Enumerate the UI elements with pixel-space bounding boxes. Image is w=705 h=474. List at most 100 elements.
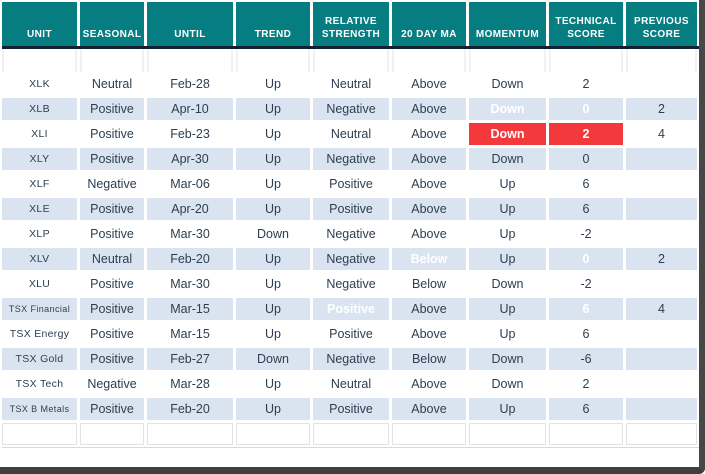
cell-trend[interactable]: Down [236,348,310,370]
column-header-ma20[interactable]: 20 DAY MA [392,2,466,46]
cell-trend[interactable]: Up [236,273,310,295]
cell-unit[interactable]: TSX Tech [2,373,77,395]
cell-momentum[interactable]: Up [469,198,546,220]
cell-seasonal[interactable]: Neutral [80,248,144,270]
cell-until[interactable]: Mar-28 [147,373,233,395]
cell-trend[interactable]: Up [236,248,310,270]
cell-trend[interactable]: Up [236,198,310,220]
column-header-momentum[interactable]: MOMENTUM [469,2,546,46]
cell-until[interactable]: Mar-15 [147,323,233,345]
cell-ma20[interactable]: Above [392,373,466,395]
cell-ma20[interactable]: Above [392,173,466,195]
cell-ma20[interactable]: Above [392,73,466,95]
cell-previous_score[interactable]: 2 [626,248,697,270]
empty-cell[interactable] [626,423,697,445]
cell-ma20[interactable]: Above [392,298,466,320]
cell-seasonal[interactable]: Positive [80,348,144,370]
cell-seasonal[interactable]: Negative [80,373,144,395]
cell-unit[interactable]: XLI [2,123,77,145]
cell-until[interactable]: Feb-28 [147,73,233,95]
cell-previous_score[interactable] [626,73,697,95]
cell-trend[interactable]: Down [236,223,310,245]
empty-cell[interactable] [549,423,623,445]
cell-unit[interactable]: XLV [2,248,77,270]
cell-momentum[interactable]: Down [469,148,546,170]
cell-technical_score[interactable]: 2 [549,123,623,145]
empty-cell[interactable] [236,49,310,72]
empty-cell[interactable] [236,423,310,445]
cell-unit[interactable]: TSX Gold [2,348,77,370]
column-header-until[interactable]: UNTIL [147,2,233,46]
cell-unit[interactable]: TSX B Metals [2,398,77,420]
cell-relative_strength[interactable]: Positive [313,173,389,195]
cell-previous_score[interactable]: 4 [626,298,697,320]
empty-cell[interactable] [2,423,77,445]
cell-relative_strength[interactable]: Negative [313,148,389,170]
cell-seasonal[interactable]: Positive [80,98,144,120]
column-header-trend[interactable]: TREND [236,2,310,46]
cell-until[interactable]: Mar-30 [147,273,233,295]
cell-seasonal[interactable]: Positive [80,398,144,420]
cell-previous_score[interactable] [626,323,697,345]
cell-ma20[interactable]: Above [392,123,466,145]
cell-unit[interactable]: XLU [2,273,77,295]
cell-technical_score[interactable]: 2 [549,73,623,95]
cell-momentum[interactable]: Down [469,373,546,395]
cell-previous_score[interactable]: 4 [626,123,697,145]
cell-technical_score[interactable]: 0 [549,248,623,270]
cell-until[interactable]: Feb-23 [147,123,233,145]
column-header-seasonal[interactable]: SEASONAL [80,2,144,46]
cell-unit[interactable]: XLE [2,198,77,220]
cell-technical_score[interactable]: -2 [549,273,623,295]
empty-cell[interactable] [147,423,233,445]
empty-cell[interactable] [2,49,77,72]
cell-trend[interactable]: Up [236,173,310,195]
cell-trend[interactable]: Up [236,123,310,145]
cell-until[interactable]: Mar-15 [147,298,233,320]
cell-previous_score[interactable] [626,373,697,395]
cell-ma20[interactable]: Above [392,398,466,420]
cell-momentum[interactable]: Up [469,248,546,270]
cell-seasonal[interactable]: Positive [80,198,144,220]
cell-relative_strength[interactable]: Negative [313,223,389,245]
cell-technical_score[interactable]: -2 [549,223,623,245]
cell-seasonal[interactable]: Positive [80,323,144,345]
cell-previous_score[interactable] [626,398,697,420]
cell-technical_score[interactable]: 6 [549,298,623,320]
cell-relative_strength[interactable]: Neutral [313,73,389,95]
cell-relative_strength[interactable]: Positive [313,323,389,345]
cell-relative_strength[interactable]: Positive [313,198,389,220]
cell-technical_score[interactable]: 6 [549,198,623,220]
cell-technical_score[interactable]: 2 [549,373,623,395]
cell-momentum[interactable]: Down [469,348,546,370]
cell-seasonal[interactable]: Positive [80,298,144,320]
cell-until[interactable]: Feb-20 [147,248,233,270]
cell-relative_strength[interactable]: Negative [313,98,389,120]
column-header-unit[interactable]: UNIT [2,2,77,46]
cell-trend[interactable]: Up [236,148,310,170]
cell-momentum[interactable]: Up [469,223,546,245]
column-header-previous_score[interactable]: PREVIOUS SCORE [626,2,697,46]
cell-unit[interactable]: XLF [2,173,77,195]
empty-cell[interactable] [392,49,466,72]
empty-cell[interactable] [549,49,623,72]
cell-previous_score[interactable] [626,148,697,170]
column-header-technical_score[interactable]: TECHNICAL SCORE [549,2,623,46]
cell-until[interactable]: Mar-30 [147,223,233,245]
cell-ma20[interactable]: Above [392,223,466,245]
cell-momentum[interactable]: Down [469,98,546,120]
cell-trend[interactable]: Up [236,398,310,420]
cell-technical_score[interactable]: 0 [549,98,623,120]
cell-seasonal[interactable]: Negative [80,173,144,195]
cell-unit[interactable]: XLY [2,148,77,170]
cell-momentum[interactable]: Up [469,298,546,320]
cell-technical_score[interactable]: 0 [549,148,623,170]
cell-seasonal[interactable]: Neutral [80,73,144,95]
cell-until[interactable]: Apr-10 [147,98,233,120]
cell-unit[interactable]: XLP [2,223,77,245]
cell-momentum[interactable]: Down [469,123,546,145]
cell-trend[interactable]: Up [236,298,310,320]
cell-previous_score[interactable] [626,173,697,195]
cell-ma20[interactable]: Above [392,98,466,120]
cell-ma20[interactable]: Below [392,348,466,370]
